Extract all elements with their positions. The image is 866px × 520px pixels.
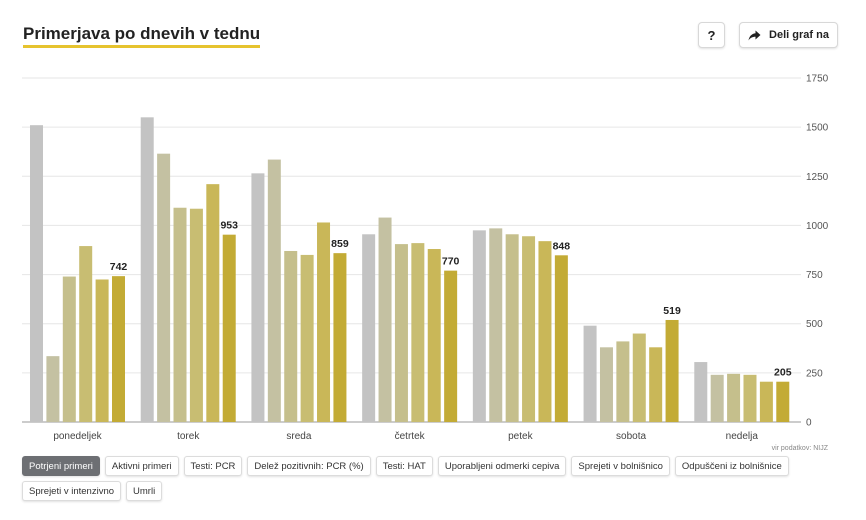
bar[interactable]: [189, 208, 203, 422]
bar[interactable]: [300, 254, 314, 422]
tab-aktivni-primeri[interactable]: Aktivni primeri: [104, 456, 179, 476]
data-label: 953: [220, 220, 238, 232]
bar[interactable]: [394, 244, 408, 422]
bar[interactable]: [632, 333, 646, 422]
bar[interactable]: [599, 347, 613, 422]
bar[interactable]: [284, 250, 298, 422]
data-label: 770: [442, 256, 460, 268]
chart-bars: [30, 117, 790, 423]
bar[interactable]: [776, 381, 790, 422]
chart-labels: 0 250 500 750 1000 1250 1500 1750 742 ponedeljek 9…: [53, 74, 828, 443]
bar[interactable]: [157, 153, 171, 422]
bar[interactable]: [79, 246, 93, 422]
bar[interactable]: [522, 236, 536, 422]
bar[interactable]: [317, 222, 331, 422]
bar[interactable]: [694, 362, 708, 422]
help-button[interactable]: ?: [698, 22, 725, 48]
bar[interactable]: [583, 325, 597, 422]
bar[interactable]: [378, 217, 392, 422]
bar[interactable]: [616, 341, 630, 422]
bar[interactable]: [222, 234, 236, 422]
tab-umrli[interactable]: Umrli: [126, 481, 163, 501]
chart-title: Primerjava po dnevih v tednu: [23, 24, 261, 48]
bar[interactable]: [95, 279, 109, 422]
bar[interactable]: [472, 230, 486, 422]
tab-potrjeni-primeri[interactable]: Potrjeni primeri: [22, 456, 100, 476]
y-tick-label: 250: [806, 368, 823, 379]
y-tick-label: 1250: [806, 172, 829, 183]
bar[interactable]: [489, 228, 503, 422]
bar[interactable]: [759, 381, 773, 422]
y-tick-label: 1750: [806, 74, 829, 85]
share-button-label: Deli graf na: [769, 29, 829, 41]
y-tick-label: 0: [806, 418, 812, 429]
tab-sprejeti-v-intenzivno[interactable]: Sprejeti v intenzivno: [22, 481, 122, 501]
data-label: 848: [553, 240, 571, 252]
bar[interactable]: [727, 373, 741, 422]
bar[interactable]: [710, 374, 724, 422]
share-arrow-icon: [748, 30, 761, 40]
x-category-label: sobota: [616, 431, 646, 442]
data-label: 742: [110, 261, 128, 273]
data-source-note: vir podatkov: NIJZ: [771, 445, 828, 452]
y-tick-label: 1000: [806, 221, 829, 232]
bar[interactable]: [444, 270, 458, 422]
data-label: 519: [663, 305, 681, 317]
y-tick-label: 1500: [806, 123, 829, 134]
bar[interactable]: [665, 319, 679, 422]
bar[interactable]: [362, 234, 376, 422]
x-category-label: petek: [508, 431, 533, 442]
share-button[interactable]: Deli graf na: [739, 22, 838, 48]
tab-testi-hat[interactable]: Testi: HAT: [375, 456, 433, 476]
bar[interactable]: [46, 356, 60, 422]
bar[interactable]: [427, 249, 441, 422]
bar[interactable]: [743, 374, 757, 422]
bar[interactable]: [538, 241, 552, 422]
bar[interactable]: [505, 234, 519, 422]
y-tick-label: 750: [806, 270, 823, 281]
bar[interactable]: [173, 207, 187, 422]
x-category-label: četrtek: [395, 431, 426, 442]
bar[interactable]: [251, 173, 265, 422]
bar[interactable]: [554, 255, 568, 422]
x-category-label: ponedeljek: [53, 431, 102, 442]
x-category-label: torek: [177, 431, 200, 442]
bar[interactable]: [30, 125, 43, 423]
tab-delez-pozitivnih-pcr[interactable]: Delež pozitivnih: PCR (%): [247, 456, 371, 476]
bar[interactable]: [62, 276, 76, 422]
bar-chart: 0 250 500 750 1000 1250 1500 1750 742 ponedeljek 9…: [22, 74, 829, 443]
bar[interactable]: [206, 184, 220, 422]
x-category-label: sreda: [286, 431, 311, 442]
metric-tabs: Potrjeni primeri Aktivni primeri Testi: …: [22, 456, 822, 501]
tab-odpusceni-iz-bolnisnice[interactable]: Odpuščeni iz bolnišnice: [674, 456, 789, 476]
bar[interactable]: [411, 243, 425, 422]
y-tick-label: 500: [806, 319, 823, 330]
tab-testi-pcr[interactable]: Testi: PCR: [183, 456, 243, 476]
bar[interactable]: [333, 253, 347, 422]
bar[interactable]: [649, 347, 663, 422]
bar[interactable]: [267, 159, 281, 422]
bar[interactable]: [140, 117, 154, 423]
tab-sprejeti-v-bolnisnico[interactable]: Sprejeti v bolnišnico: [571, 456, 670, 476]
data-label: 205: [774, 367, 792, 379]
x-category-label: nedelja: [726, 431, 759, 442]
bar[interactable]: [112, 276, 125, 422]
tab-uporabljeni-odmerki-cepiva[interactable]: Uporabljeni odmerki cepiva: [437, 456, 567, 476]
data-label: 859: [331, 238, 349, 250]
